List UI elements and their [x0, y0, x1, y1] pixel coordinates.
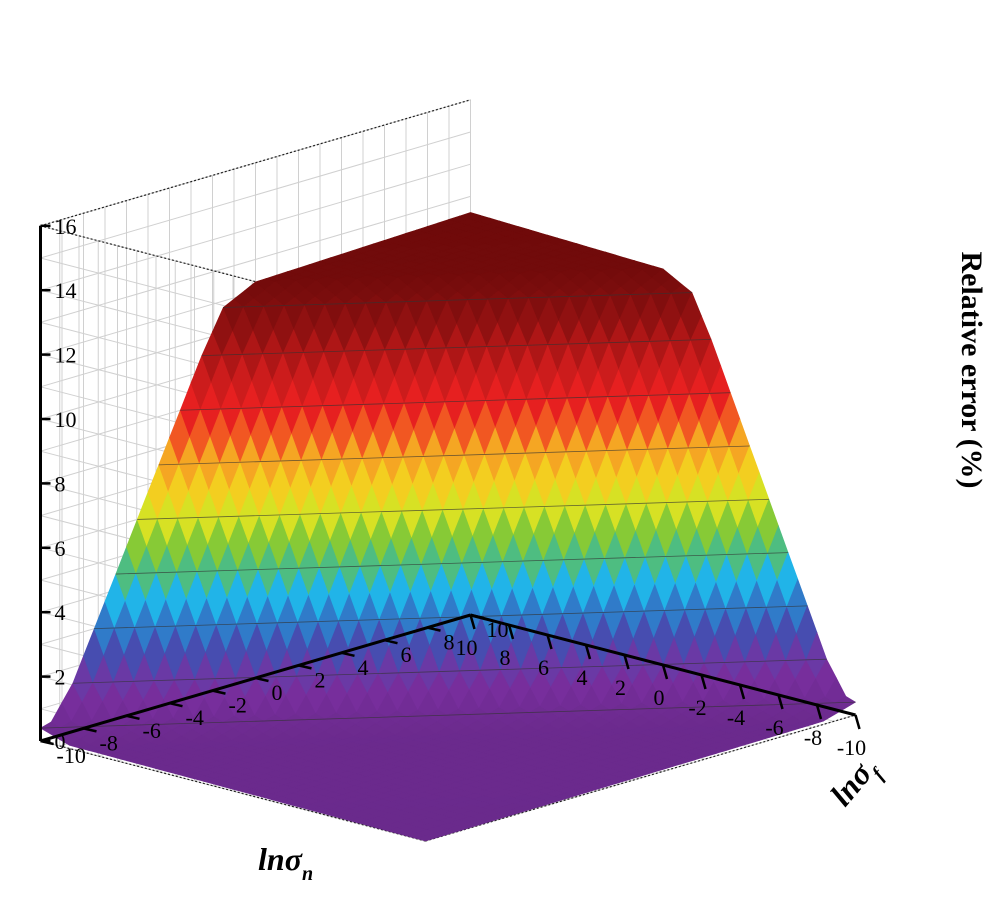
- grid-line-side-horizontal: [40, 131, 471, 259]
- x-tick-label: 0: [654, 685, 665, 710]
- y-tick-label: -2: [229, 693, 247, 718]
- contour-line: [40, 701, 856, 729]
- z-tick-label: 0: [55, 729, 66, 754]
- grid-line-back-horizontal: [40, 740, 426, 842]
- contour-line: [158, 445, 750, 466]
- frame-edge: [40, 99, 471, 227]
- x-tick-label: 2: [615, 675, 626, 700]
- y-tick-mark: [298, 664, 312, 670]
- x-tick-mark: [815, 704, 823, 720]
- contour-line: [94, 605, 808, 630]
- z-tick-label: 6: [55, 536, 66, 561]
- y-tick-label: -6: [143, 718, 161, 743]
- z-tick-label: 4: [55, 600, 66, 625]
- x-tick-mark: [546, 634, 553, 650]
- x-tick-label: -10: [837, 735, 866, 760]
- x-tick-mark: [661, 664, 669, 680]
- x-tick-mark: [854, 714, 861, 730]
- contour-line: [137, 498, 769, 520]
- y-tick-label: 10: [487, 617, 509, 642]
- contour-line: [115, 552, 789, 575]
- z-tick-label: 16: [55, 214, 77, 239]
- z-tick-label: 8: [55, 471, 66, 496]
- y-tick-label: 2: [315, 667, 326, 692]
- y-tick-label: 4: [358, 655, 369, 680]
- z-tick-label: 12: [55, 343, 77, 368]
- x-tick-mark: [777, 694, 784, 710]
- y-tick-mark: [384, 638, 398, 645]
- y-tick-mark: [83, 727, 97, 733]
- y-tick-mark: [40, 739, 54, 746]
- x-tick-label: -6: [765, 715, 783, 740]
- z-tick-label: 14: [55, 278, 77, 303]
- y-tick-mark: [470, 613, 484, 620]
- y-tick-label: -4: [186, 705, 204, 730]
- x-axis-title: lnσn: [258, 841, 313, 885]
- y-tick-label: -10: [57, 743, 86, 768]
- contour-line: [180, 392, 731, 411]
- contour-line: [223, 292, 692, 308]
- x-tick-label: -8: [804, 725, 822, 750]
- y-tick-mark: [169, 701, 183, 708]
- y-tick-mark: [427, 626, 441, 632]
- contour-line: [72, 658, 827, 684]
- x-tick-label: -2: [688, 695, 706, 720]
- x-tick-mark: [507, 624, 515, 640]
- tick-labels: 0246810121416-10-8-6-4-20246810-10-8-6-4…: [55, 214, 867, 768]
- grid-line-side-horizontal: [40, 195, 471, 323]
- y-tick-mark: [212, 689, 226, 695]
- x-tick-label: -4: [727, 705, 745, 730]
- x-tick-label: 10: [456, 635, 478, 660]
- frame-edge: [425, 714, 856, 842]
- x-tick-label: 4: [577, 665, 588, 690]
- grid-line-side-horizontal: [40, 163, 471, 291]
- y-tick-mark: [255, 676, 269, 683]
- surface-plot: [39, 212, 857, 842]
- y-tick-mark: [126, 714, 140, 721]
- x-tick-label: 6: [538, 655, 549, 680]
- y-tick-label: 6: [401, 642, 412, 667]
- x-tick-mark: [738, 684, 746, 700]
- x-tick-label: 8: [500, 645, 511, 670]
- z-axis-title: Relative error (%): [955, 251, 988, 488]
- y-tick-label: 0: [272, 680, 283, 705]
- z-tick-label: 10: [55, 407, 77, 432]
- contour-line: [201, 339, 712, 357]
- y-tick-label: -8: [100, 730, 118, 755]
- x-tick-mark: [623, 654, 630, 670]
- y-tick-mark: [341, 651, 355, 658]
- x-tick-mark: [469, 614, 476, 630]
- y-axis-title-main: lnσ: [823, 755, 879, 812]
- axes: [39, 224, 861, 746]
- x-tick-mark: [584, 644, 592, 660]
- z-tick-label: 2: [55, 665, 66, 690]
- x-axis-title-main: lnσ: [258, 841, 303, 877]
- x-tick-mark: [700, 674, 707, 690]
- y-tick-label: 8: [444, 630, 455, 655]
- x-axis-title-sub: n: [302, 863, 313, 885]
